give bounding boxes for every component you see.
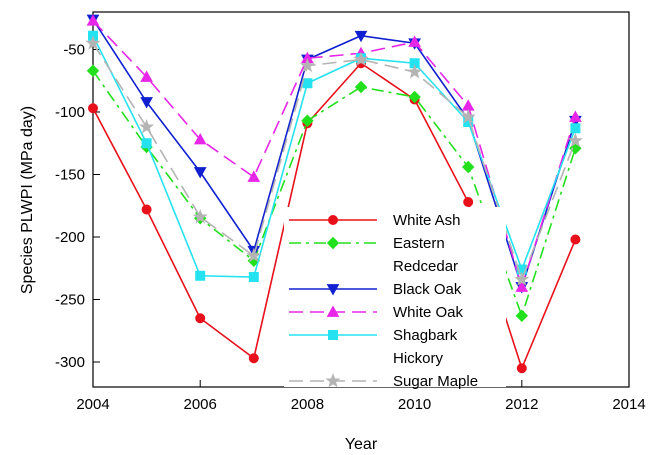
data-point: [570, 123, 581, 134]
data-point: [141, 138, 152, 149]
x-tick-label: 2008: [291, 396, 324, 413]
data-point: [299, 57, 315, 73]
data-point: [139, 119, 155, 134]
legend-label: White Oak: [393, 304, 464, 321]
data-point: [408, 90, 421, 104]
data-point: [140, 70, 153, 82]
data-point: [514, 271, 530, 286]
legend-swatch-marker: [328, 215, 338, 225]
legend-swatch-marker: [326, 236, 340, 250]
data-point: [85, 35, 101, 50]
data-point: [569, 110, 582, 122]
data-point: [302, 78, 313, 89]
x-axis: 2004 2006 2008 2010 2012 2014: [76, 380, 646, 413]
data-point: [140, 97, 153, 109]
data-point: [192, 209, 208, 224]
x-tick-label: 2004: [76, 396, 109, 413]
legend-label: Hickory: [393, 350, 444, 367]
x-tick-label: 2014: [612, 396, 645, 413]
data-point: [247, 170, 261, 182]
legend-background: [284, 207, 506, 387]
data-point: [515, 309, 529, 322]
legend-swatch-marker: [325, 373, 341, 388]
data-point: [515, 280, 529, 292]
legend-label: Sugar Maple: [393, 373, 478, 390]
data-point: [516, 363, 527, 374]
y-tick-label: -100: [55, 104, 85, 121]
y-tick-label: -200: [55, 229, 85, 246]
series-sugar-maple: [85, 35, 583, 286]
data-point: [408, 35, 421, 47]
legend-label: White Ash: [393, 212, 461, 229]
data-point: [353, 51, 369, 66]
legend-item: White Ash: [289, 212, 461, 229]
x-tick-label: 2006: [184, 396, 217, 413]
legend-item: Black Oak: [289, 281, 462, 298]
legend-label: Black Oak: [393, 281, 462, 298]
series-line: [92, 19, 577, 290]
data-point: [461, 160, 475, 174]
y-tick-label: -250: [55, 292, 85, 309]
legend-item: Sugar Maple: [289, 373, 478, 390]
data-point: [301, 114, 314, 127]
y-axis-title: Species PLWPI (MPa day): [19, 106, 36, 294]
data-point: [567, 132, 583, 148]
series-line: [92, 42, 577, 282]
y-tick-label: -150: [55, 167, 85, 184]
legend-item: Shagbark Hickory: [289, 327, 458, 367]
legend-swatch-marker: [328, 330, 338, 340]
data-point: [195, 313, 206, 324]
data-point: [248, 272, 259, 282]
data-point: [86, 64, 100, 77]
x-tick-label: 2010: [398, 396, 431, 413]
series-line: [92, 35, 577, 278]
legend-swatch-marker: [326, 284, 340, 296]
y-tick-label: -300: [55, 354, 85, 371]
data-point: [248, 353, 259, 364]
legend-label: Eastern: [393, 235, 445, 252]
data-point: [407, 64, 423, 79]
data-point: [246, 247, 262, 263]
x-axis-title: Year: [345, 436, 378, 453]
y-tick-label: -50: [63, 42, 85, 59]
data-point: [354, 30, 368, 43]
data-point: [195, 270, 206, 281]
data-point: [193, 132, 207, 145]
data-point: [463, 197, 474, 207]
legend-item: White Oak: [289, 304, 464, 321]
data-point: [193, 167, 207, 179]
data-point: [86, 14, 100, 26]
data-point: [461, 99, 475, 111]
legend-swatch-marker: [326, 305, 340, 317]
x-tick-label: 2012: [505, 396, 538, 413]
y-axis: -300 -250 -200 -150 -100 -50: [55, 42, 100, 371]
data-point: [460, 109, 476, 124]
data-point: [354, 80, 368, 94]
data-point: [88, 103, 98, 114]
legend-label: Redcedar: [393, 258, 458, 275]
legend: White Ash Eastern Redcedar Black Oak White O…: [284, 207, 506, 390]
legend-label: Shagbark: [393, 327, 458, 344]
data-point: [570, 234, 581, 245]
data-point: [141, 204, 152, 215]
legend-item: Eastern Redcedar: [289, 235, 458, 275]
